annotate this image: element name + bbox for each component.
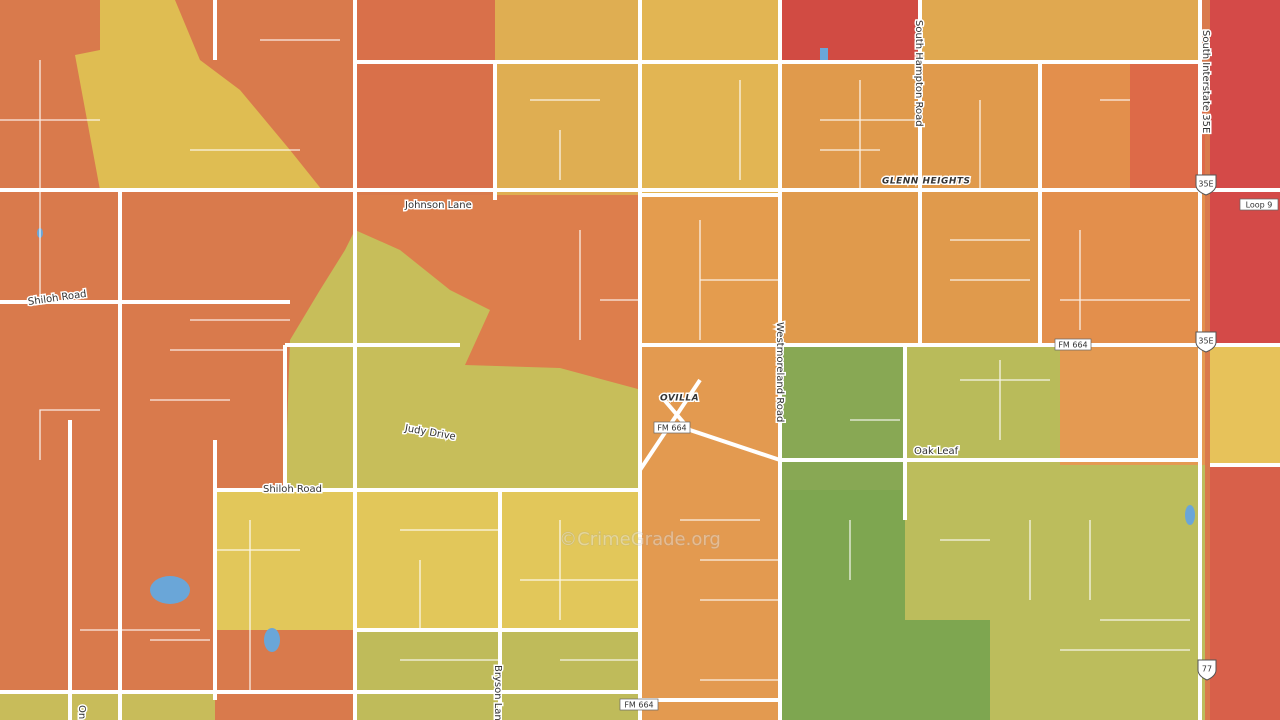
- place-label: GLENN HEIGHTS: [882, 177, 971, 187]
- labels: Johnson Lane Shiloh Road Judy Drive Shil…: [26, 19, 1213, 720]
- road-label: On: [76, 705, 87, 719]
- road-label: South Interstate 35E: [1200, 30, 1211, 133]
- shield-label: 35E: [1198, 180, 1213, 189]
- water: [37, 48, 1195, 652]
- shields: FM 664 FM 664 FM 664 Loop 9 35E 35E 77: [619, 174, 1279, 711]
- minor-roads: [0, 39, 1190, 690]
- road-label: Oak Leaf: [914, 446, 959, 457]
- shield-label: FM 664: [1058, 341, 1087, 350]
- shield-label: 35E: [1198, 337, 1213, 346]
- road-label: South Hampton Road: [913, 20, 924, 127]
- watermark: ©CrimeGrade.org: [559, 529, 721, 550]
- road-label: Bryson Lane: [492, 665, 503, 720]
- road-label: Shiloh Road: [263, 484, 322, 495]
- shield-label: Loop 9: [1246, 201, 1273, 210]
- shield-label: FM 664: [624, 701, 653, 710]
- shield-label: FM 664: [657, 424, 686, 433]
- road-label: Johnson Lane: [404, 200, 472, 211]
- road-label: Westmoreland Road: [774, 322, 785, 422]
- place-label: OVILLA: [660, 394, 699, 404]
- shield-label: 77: [1202, 665, 1212, 674]
